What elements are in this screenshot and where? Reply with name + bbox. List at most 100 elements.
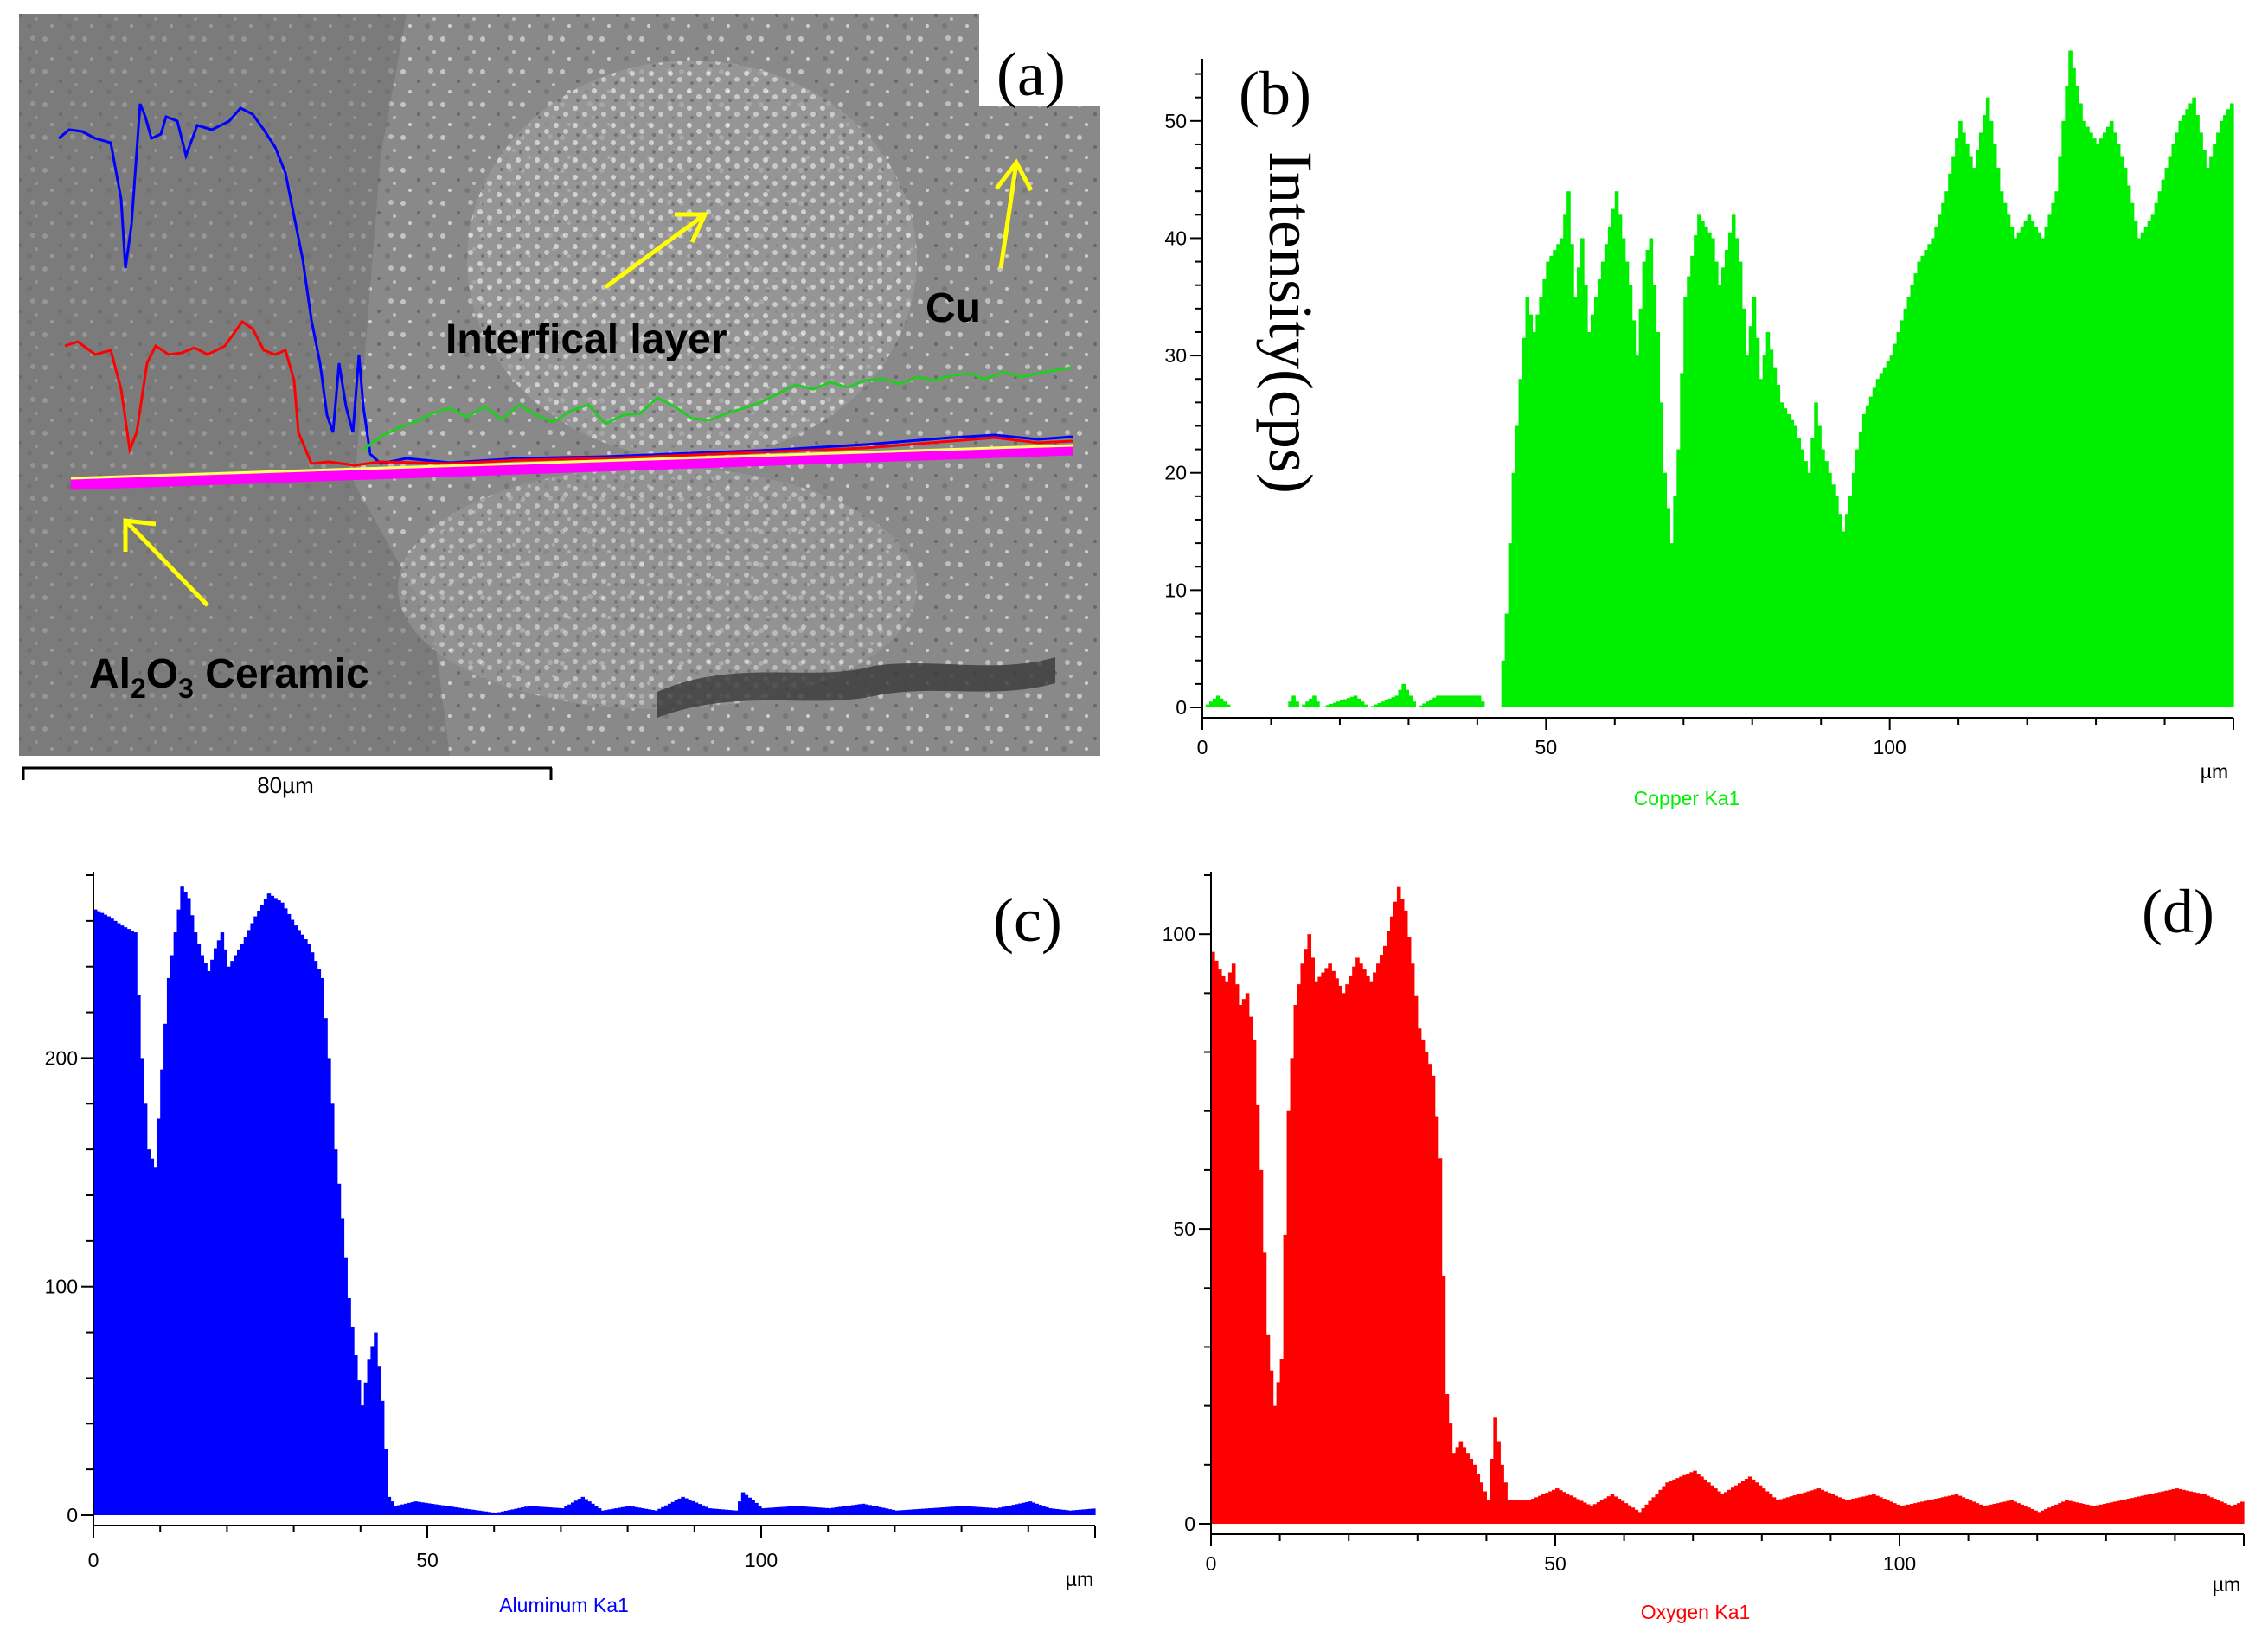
bar-d <box>1851 1499 1855 1524</box>
bar-b <box>1676 449 1681 707</box>
bar-d <box>2116 1500 2121 1524</box>
bar-b <box>1566 191 1571 707</box>
bar-b <box>2126 185 2131 708</box>
bar-c <box>517 1507 522 1515</box>
bar-b <box>1659 402 1664 707</box>
bar-d <box>1524 1500 1528 1524</box>
x-unit-b: µm <box>2201 760 2228 783</box>
bar-b <box>1587 331 1592 707</box>
bar-c <box>230 961 234 1515</box>
bar-c <box>286 913 292 1515</box>
bar-c <box>898 1510 902 1515</box>
bar-d <box>1889 1501 1893 1524</box>
bar-b <box>1631 320 1637 707</box>
bar-c <box>240 944 245 1515</box>
bar-d <box>2030 1508 2034 1524</box>
bar-c <box>1015 1504 1019 1515</box>
bar-b <box>1910 285 1915 707</box>
label-cu: Cu <box>926 285 981 331</box>
bar-c <box>96 911 101 1516</box>
bar-d <box>1820 1489 1825 1524</box>
bar-d <box>2023 1506 2028 1524</box>
bar-c <box>774 1507 778 1515</box>
bar-b <box>1955 138 1959 707</box>
bar-c <box>878 1506 882 1515</box>
bar-d <box>1803 1492 1808 1524</box>
bar-d <box>1968 1500 1973 1524</box>
bar-c <box>1051 1508 1056 1515</box>
bar-d <box>1868 1494 1873 1524</box>
bar-c <box>1088 1508 1092 1515</box>
x-tick-label-d: 0 <box>1206 1552 1217 1575</box>
bar-c <box>597 1508 602 1515</box>
bar-c <box>591 1503 595 1515</box>
bar-d <box>1359 963 1363 1524</box>
bar-d <box>1651 1497 1656 1524</box>
bar-c <box>661 1506 665 1515</box>
bar-c <box>654 1510 658 1515</box>
bar-b <box>1652 285 1657 707</box>
bar-b <box>1549 255 1554 707</box>
bar-c <box>474 1510 478 1515</box>
bar-b <box>2002 202 2008 707</box>
bar-d <box>2154 1493 2159 1524</box>
bar-b <box>1466 695 1471 707</box>
bar-d <box>2016 1503 2021 1524</box>
bar-c <box>624 1506 629 1515</box>
bar-b <box>1845 514 1849 707</box>
bar-c <box>93 909 98 1515</box>
bar-b <box>1312 695 1317 707</box>
bar-d <box>1355 957 1360 1524</box>
bar-b <box>2220 120 2224 707</box>
bar-b <box>2226 109 2231 707</box>
bar-b <box>1697 214 1701 707</box>
bar-d <box>2216 1500 2220 1524</box>
bar-c <box>694 1502 699 1515</box>
bar-b <box>1865 405 1870 707</box>
bar-c <box>808 1506 812 1515</box>
bar-c <box>440 1505 445 1515</box>
bar-d <box>2002 1501 2007 1524</box>
bar-b <box>1765 331 1771 707</box>
bar-b <box>1525 297 1530 707</box>
bar-d <box>1882 1499 1887 1524</box>
bar-c <box>641 1508 645 1515</box>
bar-b <box>1727 232 1733 707</box>
bar-c <box>360 1405 365 1515</box>
bar-c <box>1031 1502 1036 1515</box>
bar-b <box>1398 689 1403 707</box>
bar-b <box>1938 214 1942 707</box>
bar-c <box>467 1509 471 1515</box>
bar-c <box>494 1513 498 1515</box>
bar-c <box>503 1510 509 1515</box>
bar-c <box>447 1506 452 1515</box>
bar-b <box>1387 698 1393 707</box>
bar-c <box>754 1502 759 1515</box>
bar-d <box>1373 972 1377 1524</box>
bar-d <box>1448 1423 1453 1524</box>
bar-c <box>634 1506 638 1515</box>
bar-b <box>1342 699 1348 707</box>
bar-c <box>871 1506 875 1515</box>
panel-b-chart: 0 10 20 30 40 50 0 50 100 µm Copper Ka1 <box>1164 50 2234 809</box>
bar-b <box>1982 115 1987 708</box>
bar-d <box>1627 1505 1632 1524</box>
bar-b <box>2041 238 2046 707</box>
bar-d <box>2119 1500 2124 1524</box>
bar-b <box>1394 695 1400 707</box>
bar-b <box>1553 250 1557 707</box>
bar-c <box>550 1507 555 1515</box>
bar-d <box>1740 1481 1746 1524</box>
bar-b <box>1927 244 1932 707</box>
bar-c <box>884 1508 889 1515</box>
bar-b <box>1831 484 1836 707</box>
bar-d <box>1758 1485 1763 1524</box>
bar-d <box>1662 1486 1666 1524</box>
bar-b <box>2140 232 2145 707</box>
bar-d <box>1568 1495 1573 1524</box>
bar-b <box>1453 695 1458 707</box>
bar-c <box>911 1509 916 1515</box>
bar-d <box>1669 1481 1673 1524</box>
bar-c <box>734 1510 739 1515</box>
bar-c <box>453 1506 458 1515</box>
